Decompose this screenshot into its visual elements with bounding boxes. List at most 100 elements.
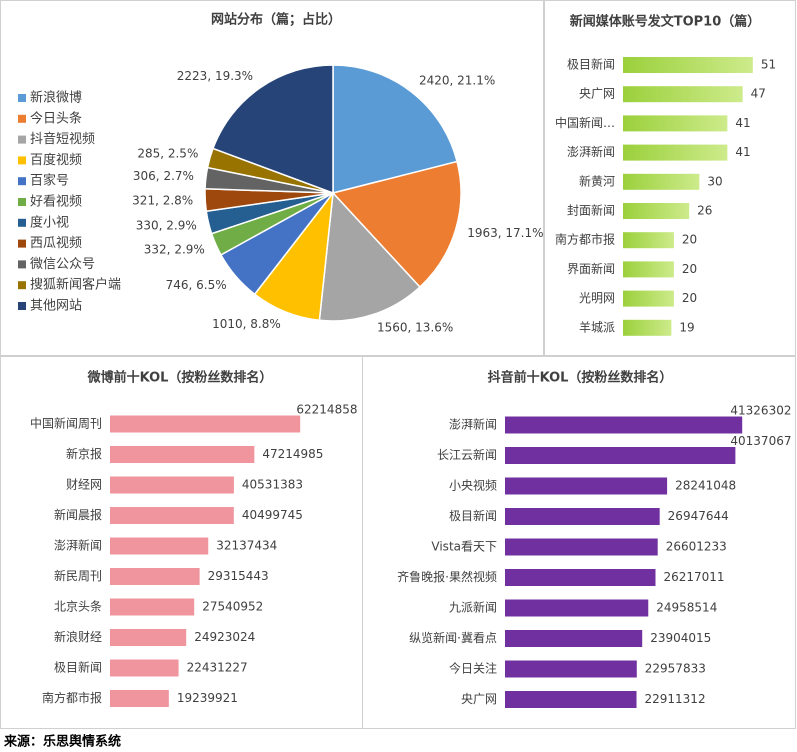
value-label: 19: [679, 320, 694, 334]
legend-swatch: [18, 94, 26, 102]
value-label: 26601233: [666, 540, 727, 554]
bar: [110, 476, 234, 494]
bar: [623, 115, 728, 132]
value-label: 40137067: [730, 434, 791, 448]
bar: [623, 290, 674, 307]
panel: [544, 0, 796, 356]
legend-label: 度小视: [30, 214, 69, 230]
value-label: 51: [761, 58, 776, 72]
value-label: 41326302: [730, 404, 791, 418]
bar: [505, 477, 668, 495]
bar: [505, 508, 660, 525]
value-label: 20: [682, 291, 697, 305]
bar: [110, 446, 255, 463]
legend-swatch: [18, 198, 26, 206]
pie-slice: [318, 191, 421, 322]
legend-label: 其他网站: [30, 299, 82, 314]
category-label: 澎湃新闻: [54, 538, 102, 553]
bar: [505, 538, 658, 556]
category-label: 纵览新闻·冀看点: [409, 630, 497, 645]
data-label: 1560, 13.6%: [377, 320, 453, 334]
panel: [362, 356, 796, 729]
legend-label: 西瓜视频: [30, 236, 82, 251]
bar: [505, 416, 743, 434]
bar: [623, 57, 753, 73]
value-label: 41: [735, 116, 750, 130]
category-label: 央广网: [579, 87, 615, 101]
pie-slice: [212, 64, 334, 195]
chart-title: 新闻媒体账号发文TOP10（篇）: [570, 14, 761, 30]
legend-label: 今日头条: [30, 110, 82, 126]
category-label: 今日关注: [449, 661, 497, 676]
category-label: 新闻晨报: [54, 507, 102, 522]
chart-title: 抖音前十KOL（按粉丝数排名）: [488, 370, 673, 386]
chart-title: 微博前十KOL（按粉丝数排名）: [87, 370, 273, 386]
value-label: 22431227: [187, 661, 248, 675]
value-label: 22911312: [645, 692, 706, 706]
value-label: 19239921: [177, 691, 238, 705]
bar: [110, 568, 200, 585]
value-label: 24958514: [656, 601, 717, 615]
legend-label: 抖音短视频: [30, 131, 95, 147]
data-label: 321, 2.8%: [132, 193, 193, 207]
value-label: 47214985: [262, 447, 323, 461]
bar: [623, 144, 728, 161]
category-label: 极目新闻: [54, 660, 102, 675]
legend-label: 百度视频: [30, 152, 82, 168]
category-label: 中国新闻…: [555, 115, 615, 130]
bar: [505, 569, 656, 586]
data-label: 330, 2.9%: [136, 218, 197, 232]
value-label: 32137434: [216, 539, 277, 553]
data-label: 2420, 21.1%: [419, 73, 495, 87]
legend-swatch: [18, 218, 26, 227]
value-label: 20: [682, 262, 697, 276]
category-label: 南方都市报: [555, 232, 615, 247]
bar: [623, 319, 672, 336]
value-label: 47: [751, 87, 766, 101]
category-label: 极目新闻: [567, 57, 615, 72]
data-label: 1963, 17.1%: [467, 226, 543, 240]
legend-label: 百家号: [30, 173, 69, 189]
value-label: 22957833: [645, 662, 706, 676]
pie-slice: [331, 160, 462, 289]
data-label: 285, 2.5%: [137, 147, 198, 161]
value-label: 20: [682, 233, 697, 247]
category-label: 界面新闻: [567, 261, 615, 276]
bar: [623, 203, 690, 219]
bar: [110, 537, 209, 555]
legend-swatch: [18, 281, 26, 290]
bar: [623, 261, 674, 278]
category-label: 小央视频: [449, 478, 497, 493]
legend-swatch: [18, 135, 26, 144]
category-label: 羊城派: [579, 319, 615, 334]
category-label: Vista看天下: [431, 540, 497, 554]
category-label: 中国新闻周刊: [30, 416, 102, 431]
data-label: 746, 6.5%: [166, 278, 227, 292]
legend-label: 好看视频: [30, 194, 82, 210]
value-label: 40499745: [242, 508, 303, 522]
category-label: 财经网: [66, 478, 102, 492]
value-label: 40531383: [242, 478, 303, 492]
category-label: 九派新闻: [449, 600, 497, 615]
bar: [505, 630, 643, 647]
bar: [110, 598, 195, 616]
data-label: 306, 2.7%: [133, 169, 194, 183]
category-label: 新民周刊: [54, 568, 102, 583]
value-label: 26947644: [668, 509, 729, 523]
source: 来源：乐思舆情系统: [3, 734, 121, 750]
bar: [505, 599, 649, 617]
value-label: 26217011: [663, 570, 724, 584]
chart-title: 网站分布（篇；占比）: [211, 12, 341, 28]
bar: [505, 447, 736, 464]
category-label: 澎湃新闻: [449, 417, 497, 432]
bar: [623, 86, 743, 103]
category-label: 封面新闻: [567, 203, 615, 218]
category-label: 极目新闻: [449, 508, 497, 523]
data-label: 332, 2.9%: [144, 243, 205, 257]
category-label: 齐鲁晚报·果然视频: [397, 569, 497, 584]
legend-swatch: [18, 156, 26, 165]
bar: [505, 660, 637, 678]
category-label: 长江云新闻: [437, 447, 497, 462]
bar: [110, 629, 187, 646]
